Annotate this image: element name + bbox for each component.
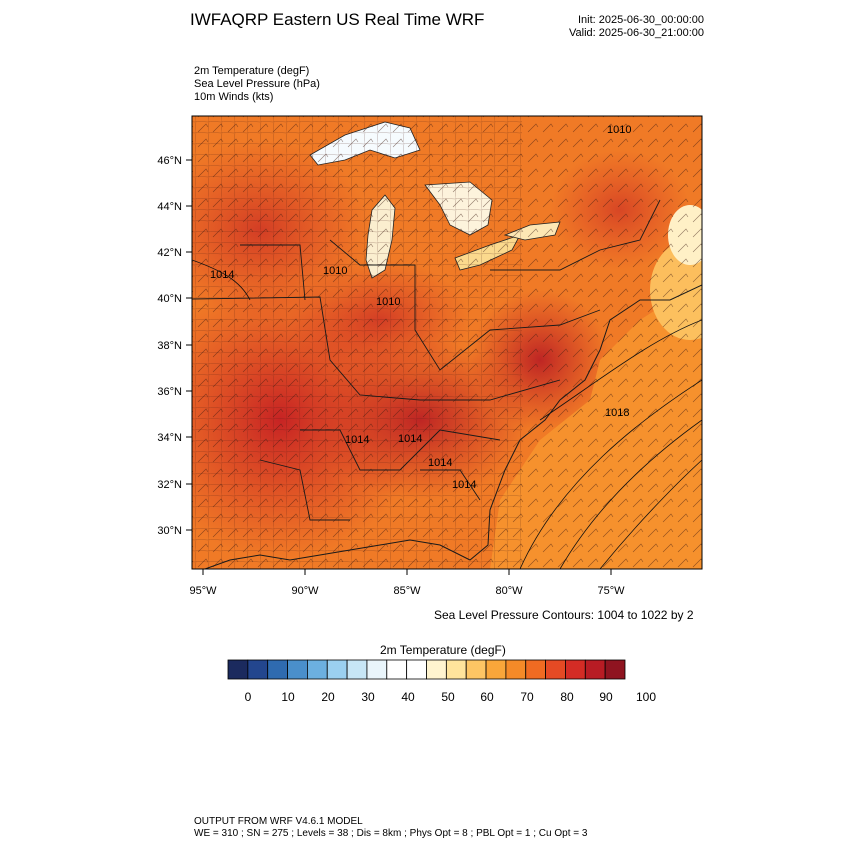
colorbar-swatch: [485, 659, 507, 680]
colorbar-label: 50: [441, 690, 455, 704]
pressure-label: 1014: [428, 457, 452, 469]
pressure-label: 1014: [398, 433, 422, 445]
lon-label: 80°W: [495, 585, 523, 597]
longitude-axis: 95°W 90°W 85°W 80°W 75°W: [189, 569, 625, 597]
lat-label: 38°N: [157, 340, 182, 352]
colorbar-swatch: [465, 659, 487, 680]
field-label-temperature: 2m Temperature (degF): [194, 65, 310, 77]
pressure-label: 1010: [376, 296, 400, 308]
colorbar-swatch: [247, 659, 269, 680]
colorbar-swatch: [426, 659, 447, 680]
colorbar-swatch: [445, 659, 467, 680]
colorbar-swatch: [545, 659, 566, 680]
field-label-winds: 10m Winds (kts): [194, 91, 274, 103]
valid-time: Valid: 2025-06-30_21:00:00: [569, 27, 704, 39]
colorbar-swatch: [267, 659, 288, 680]
lat-label: 42°N: [157, 247, 182, 259]
colorbar: [227, 659, 626, 680]
contour-note: Sea Level Pressure Contours: 1004 to 102…: [434, 608, 694, 622]
colorbar-swatch: [366, 659, 388, 680]
colorbar-label: 60: [480, 690, 494, 704]
pressure-label: 1014: [345, 434, 369, 446]
colorbar-swatch: [346, 659, 368, 680]
colorbar-label: 10: [281, 690, 295, 704]
colorbar-swatch: [326, 659, 348, 680]
colorbar-swatch: [287, 659, 308, 680]
colorbar-swatch: [565, 659, 586, 680]
latitude-axis: 46°N 44°N 42°N 40°N 38°N 36°N 34°N 32°N …: [157, 155, 192, 537]
colorbar-label: 20: [321, 690, 335, 704]
colorbar-swatch: [306, 659, 328, 680]
lat-label: 40°N: [157, 293, 182, 305]
colorbar-label: 40: [401, 690, 415, 704]
colorbar-swatch: [227, 659, 249, 680]
colorbar-label: 0: [244, 690, 252, 704]
lat-label: 32°N: [157, 479, 182, 491]
lon-label: 75°W: [597, 585, 625, 597]
colorbar-label: 100: [635, 690, 657, 704]
colorbar-label: 30: [361, 690, 375, 704]
footer-model-line: OUTPUT FROM WRF V4.6.1 MODEL: [194, 816, 363, 827]
lon-label: 85°W: [393, 585, 421, 597]
colorbar-swatch: [386, 659, 408, 680]
pressure-label: 1018: [605, 407, 629, 419]
init-time: Init: 2025-06-30_00:00:00: [578, 14, 704, 26]
lat-label: 46°N: [157, 155, 182, 167]
lon-label: 95°W: [189, 585, 217, 597]
colorbar-label: 70: [520, 690, 534, 704]
map-frame: [191, 115, 703, 570]
colorbar-label: 90: [599, 690, 613, 704]
footer-config-line: WE = 310 ; SN = 275 ; Levels = 38 ; Dis …: [194, 828, 588, 839]
lat-label: 36°N: [157, 386, 182, 398]
colorbar-swatch: [406, 659, 427, 680]
colorbar-swatch: [505, 659, 527, 680]
pressure-labels: 1010 1014 1010 1010 1018 1014 1014 1014 …: [210, 124, 631, 491]
colorbar-swatch: [604, 659, 626, 680]
pressure-label: 1010: [607, 124, 631, 136]
pressure-label: 1014: [210, 269, 234, 281]
colorbar-swatch: [525, 659, 547, 680]
lat-label: 44°N: [157, 201, 182, 213]
lon-label: 90°W: [291, 585, 319, 597]
temperature-field: [192, 116, 702, 569]
colorbar-swatch: [584, 659, 606, 680]
pressure-label: 1010: [323, 265, 347, 277]
pressure-label: 1014: [452, 479, 476, 491]
colorbar-title: 2m Temperature (degF): [380, 643, 506, 657]
lat-label: 30°N: [157, 525, 182, 537]
map-title: IWFAQRP Eastern US Real Time WRF: [190, 10, 485, 29]
lat-label: 34°N: [157, 432, 182, 444]
colorbar-label: 80: [560, 690, 574, 704]
field-label-pressure: Sea Level Pressure (hPa): [194, 78, 320, 90]
